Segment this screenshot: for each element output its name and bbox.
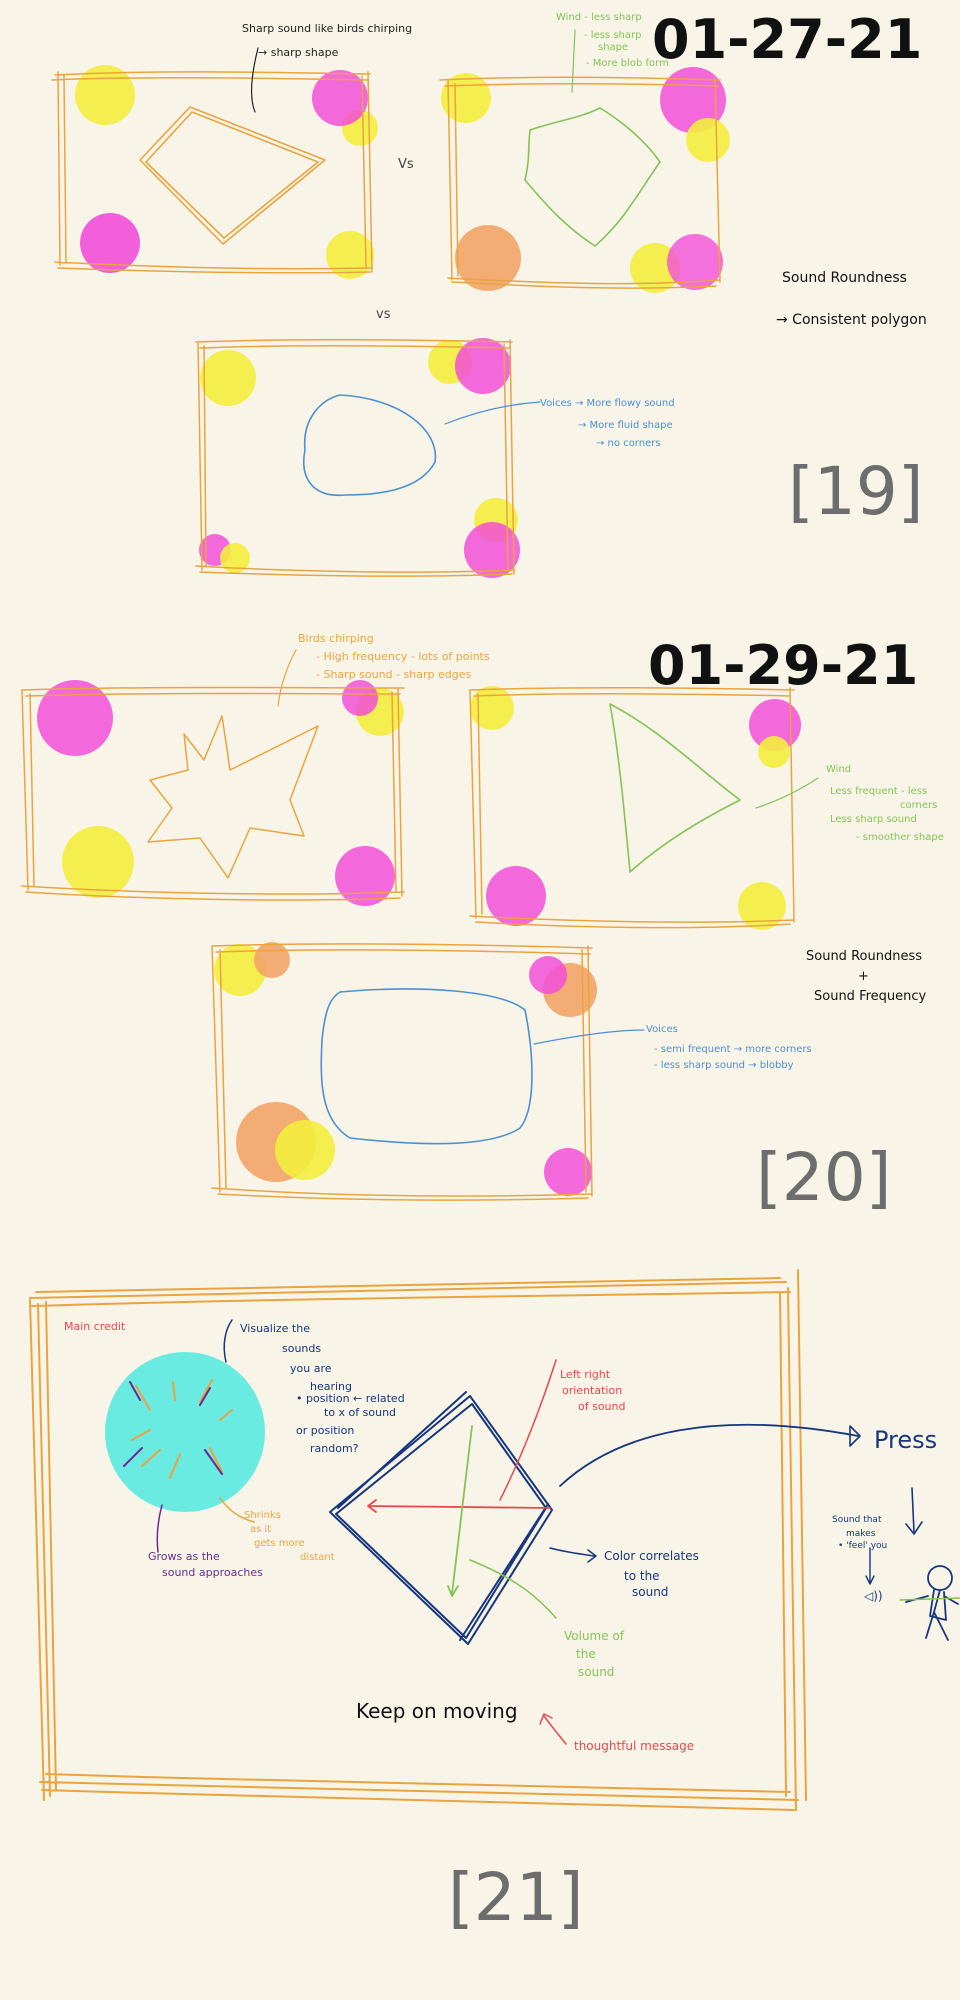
note-20-birds: Birds chirping - High frequency - lots o… [298, 632, 490, 681]
svg-text:- More blob form: - More blob form [586, 58, 669, 69]
sound-visual-circle [105, 1352, 265, 1512]
svg-text:Visualize the: Visualize the [240, 1322, 310, 1335]
svg-text:Volume of: Volume of [564, 1629, 625, 1643]
svg-text:- less sharp: - less sharp [584, 30, 641, 41]
press-label: Press [874, 1426, 937, 1454]
svg-text:as it: as it [250, 1524, 271, 1535]
svg-text:distant: distant [300, 1552, 335, 1563]
svg-text:Sound Roundness: Sound Roundness [782, 270, 907, 286]
svg-text:Sound Frequency: Sound Frequency [814, 989, 927, 1004]
note-21-left-right: Left right orientation of sound [560, 1368, 626, 1413]
svg-text:you are: you are [290, 1362, 332, 1375]
svg-text:- High frequency - lots of poi: - High frequency - lots of points [316, 650, 490, 663]
frame-20-birds [21, 680, 405, 906]
svg-text:sound: sound [578, 1665, 614, 1679]
note-19-roundness: Sound Roundness → Consistent polygon [776, 270, 927, 328]
svg-text:→ no corners: → no corners [596, 438, 661, 449]
svg-text:Left right: Left right [560, 1368, 611, 1381]
note-19-top: Sharp sound like birds chirping → sharp … [242, 22, 412, 59]
note-20-roundness: Sound Roundness + Sound Frequency [806, 949, 927, 1004]
note-20-voices: Voices - semi frequent → more corners - … [646, 1024, 812, 1071]
frame-20-voices [211, 942, 597, 1201]
page-number-21: [21] [448, 1859, 583, 1936]
note-21-color: Color correlates to the sound [604, 1549, 699, 1599]
svg-text:sound: sound [632, 1585, 668, 1599]
svg-text:to x of sound: to x of sound [324, 1406, 396, 1419]
main-credit-label: Main credit [64, 1320, 126, 1333]
svg-text:Voices: Voices [646, 1024, 678, 1035]
frame-20-wind [469, 686, 801, 930]
svg-text:sounds: sounds [282, 1342, 321, 1355]
note-21-grows: Grows as the sound approaches [148, 1550, 263, 1579]
svg-text:of sound: of sound [578, 1400, 626, 1413]
svg-text:orientation: orientation [562, 1384, 622, 1397]
svg-text:Shrinks: Shrinks [244, 1510, 281, 1521]
person-figure-icon [899, 1565, 960, 1641]
svg-text:• 'feel' you: • 'feel' you [838, 1541, 887, 1551]
svg-text:Sharp sound like birds chirpin: Sharp sound like birds chirping [242, 22, 412, 35]
note-19-wind: Wind - less sharp - less sharp shape - M… [556, 12, 669, 69]
note-21-sound-that: Sound that makes • 'feel' you [832, 1515, 887, 1551]
vs-19-a: Vs [398, 157, 414, 172]
svg-text:Color correlates: Color correlates [604, 1549, 699, 1563]
svg-text:or position: or position [296, 1424, 354, 1437]
svg-text:hearing: hearing [310, 1380, 352, 1393]
svg-text:- less sharp sound → blobby: - less sharp sound → blobby [654, 1060, 794, 1071]
note-21-thoughtful: thoughtful message [574, 1739, 694, 1753]
svg-text:corners: corners [900, 800, 937, 811]
svg-text:- smoother shape: - smoother shape [856, 832, 944, 843]
svg-text:to the: to the [624, 1569, 660, 1583]
svg-text:→ Consistent polygon: → Consistent polygon [776, 312, 927, 328]
svg-text:Less sharp sound: Less sharp sound [830, 814, 917, 825]
svg-text:- Sharp sound - sharp edges: - Sharp sound - sharp edges [316, 668, 471, 681]
frame-19-voices [195, 338, 520, 578]
svg-text:+: + [858, 969, 869, 984]
svg-text:Sound Roundness: Sound Roundness [806, 949, 922, 964]
vs-19-b: vs [376, 307, 391, 322]
svg-text:Wind: Wind [826, 764, 851, 775]
svg-text:random?: random? [310, 1442, 359, 1455]
svg-text:shape: shape [598, 42, 628, 53]
svg-text:→ sharp shape: → sharp shape [258, 46, 339, 59]
svg-text:→ More fluid shape: → More fluid shape [578, 420, 673, 431]
speaker-mark: ◁)) [863, 1589, 883, 1603]
note-21-shrinks: Shrinks as it gets more distant [244, 1510, 335, 1563]
svg-text:makes: makes [846, 1529, 876, 1539]
svg-text:Wind - less sharp: Wind - less sharp [556, 12, 642, 23]
frame-21-screen [29, 1269, 807, 1811]
svg-text:gets more: gets more [254, 1538, 305, 1549]
date-20: 01-29-21 [648, 634, 918, 697]
date-19: 01-27-21 [652, 8, 922, 71]
svg-text:Sound that: Sound that [832, 1515, 882, 1525]
svg-text:Birds chirping: Birds chirping [298, 632, 374, 645]
press-arrow [559, 1423, 859, 1487]
page-number-20: [20] [756, 1139, 891, 1216]
frame-19-sharp [51, 65, 378, 279]
frame-19-wind [439, 67, 730, 293]
svg-text:Less frequent - less: Less frequent - less [830, 786, 927, 797]
keep-on-moving-text: Keep on moving [356, 1699, 518, 1723]
page-number-19: [19] [788, 453, 923, 530]
svg-text:sound approaches: sound approaches [162, 1566, 263, 1579]
svg-text:- semi frequent → more corners: - semi frequent → more corners [654, 1044, 812, 1055]
note-19-voices: Voices → More flowy sound → More fluid s… [540, 398, 675, 449]
diamond-shape [329, 1391, 553, 1645]
note-21-visualize: Visualize the sounds you are hearing • p… [240, 1322, 405, 1455]
svg-text:Grows as the: Grows as the [148, 1550, 220, 1563]
svg-text:• position ← related: • position ← related [296, 1392, 405, 1405]
svg-text:the: the [576, 1647, 596, 1661]
svg-text:Voices → More flowy sound: Voices → More flowy sound [540, 398, 675, 409]
note-20-wind: Wind Less frequent - less corners Less s… [826, 764, 944, 843]
note-21-volume: Volume of the sound [564, 1629, 625, 1679]
